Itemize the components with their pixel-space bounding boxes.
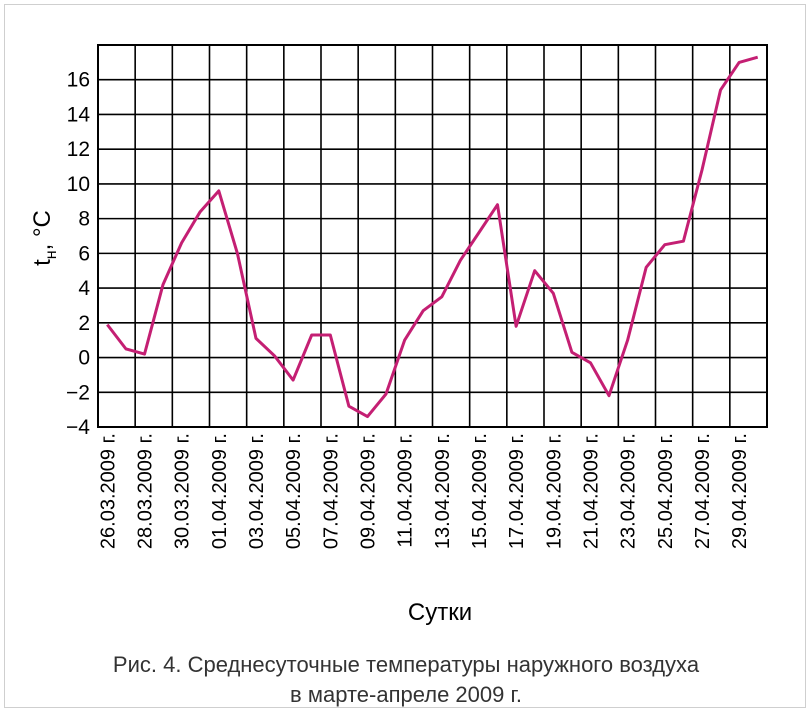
- y-tick-label: 8: [78, 208, 90, 231]
- x-tick-label: 07.04.2009 г.: [320, 433, 342, 549]
- x-tick-label: 27.04.2009 г.: [692, 433, 714, 549]
- x-tick-label: 09.04.2009 г.: [357, 433, 379, 549]
- x-tick-label: 26.03.2009 г.: [97, 433, 119, 549]
- y-tick-label: 6: [78, 242, 90, 265]
- x-tick-label: 25.04.2009 г.: [655, 433, 677, 549]
- x-tick-label: 28.03.2009 г.: [134, 433, 156, 549]
- x-tick-label: 23.04.2009 г.: [618, 433, 640, 549]
- grid: [97, 44, 768, 428]
- y-tick-label: 12: [67, 138, 90, 161]
- y-tick-label: 10: [67, 173, 90, 196]
- figure-caption: Рис. 4. Среднесуточные температуры наруж…: [5, 650, 807, 710]
- x-tick-label: 21.04.2009 г.: [580, 433, 602, 549]
- y-tick-label: 2: [78, 312, 90, 335]
- caption-line-2: в марте-апреле 2009 г.: [290, 682, 522, 707]
- y-tick-label: 14: [67, 103, 91, 126]
- x-tick-label: 01.04.2009 г.: [209, 433, 231, 549]
- figure-frame: −4 −2 0 2 4 6 8 10 12 14 16 26.03.2009 г. 28.03.200…: [4, 4, 806, 708]
- x-tick-label: 05.04.2009 г.: [283, 433, 305, 549]
- x-tick-labels: 26.03.2009 г. 28.03.2009 г. 30.03.2009 г. 0…: [97, 433, 751, 549]
- y-tick-label: 0: [78, 347, 90, 370]
- x-tick-label: 15.04.2009 г.: [469, 433, 491, 549]
- y-tick-label: 4: [78, 277, 90, 300]
- x-tick-label: 30.03.2009 г.: [172, 433, 194, 549]
- x-axis-label: Сутки: [408, 599, 472, 626]
- y-tick-label: −2: [66, 381, 90, 404]
- y-axis-label: tн, °С: [29, 210, 60, 266]
- x-tick-label: 17.04.2009 г.: [506, 433, 528, 549]
- x-tick-label: 29.04.2009 г.: [729, 433, 751, 549]
- x-tick-label: 11.04.2009 г.: [395, 433, 417, 548]
- y-tick-label: 16: [67, 69, 90, 92]
- caption-line-1: Рис. 4. Среднесуточные температуры наруж…: [112, 652, 700, 677]
- x-tick-label: 03.04.2009 г.: [246, 433, 268, 549]
- series-line: [106, 55, 759, 419]
- x-tick-label: 13.04.2009 г.: [432, 433, 454, 549]
- x-tick-label: 19.04.2009 г.: [543, 433, 565, 549]
- y-tick-labels: −4 −2 0 2 4 6 8 10 12 14 16: [66, 69, 90, 439]
- temperature-chart: −4 −2 0 2 4 6 8 10 12 14 16 26.03.2009 г. 28.03.200…: [29, 44, 768, 626]
- y-tick-label: −4: [66, 416, 90, 439]
